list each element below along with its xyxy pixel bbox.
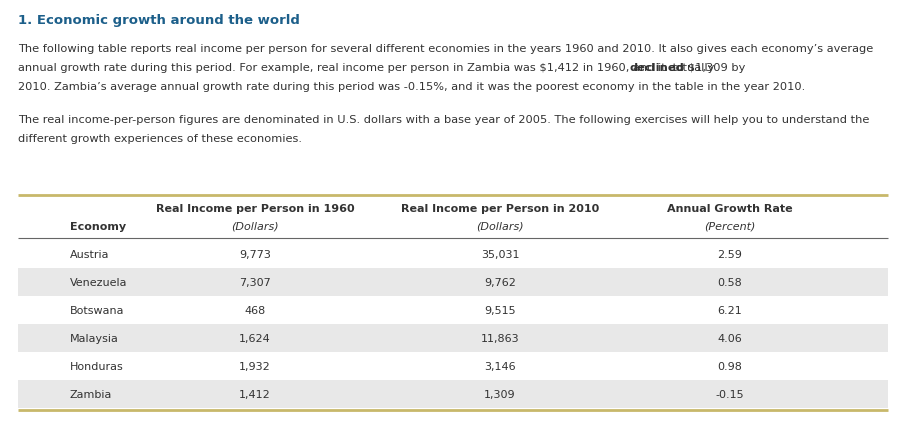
Text: (Dollars): (Dollars) xyxy=(231,222,279,231)
Text: The following table reports real income per person for several different economi: The following table reports real income … xyxy=(18,44,873,54)
Text: 9,773: 9,773 xyxy=(239,249,271,259)
Text: 468: 468 xyxy=(245,305,265,315)
Text: 1. Economic growth around the world: 1. Economic growth around the world xyxy=(18,14,300,27)
Text: Venezuela: Venezuela xyxy=(70,277,128,287)
Text: 9,515: 9,515 xyxy=(484,305,516,315)
Text: The real income-per-person figures are denominated in U.S. dollars with a base y: The real income-per-person figures are d… xyxy=(18,115,870,125)
Text: Real Income per Person in 1960: Real Income per Person in 1960 xyxy=(156,204,354,213)
Text: Austria: Austria xyxy=(70,249,110,259)
Text: 1,412: 1,412 xyxy=(239,389,271,399)
Text: Economy: Economy xyxy=(70,222,126,231)
Bar xyxy=(18,380,888,408)
Text: Malaysia: Malaysia xyxy=(70,333,119,343)
Text: 3,146: 3,146 xyxy=(484,361,516,371)
Text: 2010. Zambia’s average annual growth rate during this period was -0.15%, and it : 2010. Zambia’s average annual growth rat… xyxy=(18,82,805,92)
Text: 2.59: 2.59 xyxy=(718,249,742,259)
Text: 7,307: 7,307 xyxy=(239,277,271,287)
Text: annual growth rate during this period. For example, real income per person in Za: annual growth rate during this period. F… xyxy=(18,63,718,73)
Text: different growth experiences of these economies.: different growth experiences of these ec… xyxy=(18,134,302,144)
Text: declined: declined xyxy=(629,63,684,73)
Text: Honduras: Honduras xyxy=(70,361,124,371)
Text: 0.98: 0.98 xyxy=(718,361,742,371)
Text: 1,624: 1,624 xyxy=(239,333,271,343)
Text: 9,762: 9,762 xyxy=(484,277,516,287)
Text: 35,031: 35,031 xyxy=(481,249,519,259)
Text: 4.06: 4.06 xyxy=(718,333,742,343)
Text: Zambia: Zambia xyxy=(70,389,112,399)
Text: (Dollars): (Dollars) xyxy=(477,222,524,231)
Text: (Percent): (Percent) xyxy=(704,222,756,231)
Bar xyxy=(18,268,888,296)
Text: 0.58: 0.58 xyxy=(718,277,742,287)
Text: 11,863: 11,863 xyxy=(481,333,519,343)
Bar xyxy=(18,324,888,352)
Text: 6.21: 6.21 xyxy=(718,305,742,315)
Text: to $1,309 by: to $1,309 by xyxy=(670,63,746,73)
Text: 1,932: 1,932 xyxy=(239,361,271,371)
Text: Annual Growth Rate: Annual Growth Rate xyxy=(667,204,793,213)
Text: -0.15: -0.15 xyxy=(716,389,745,399)
Text: Botswana: Botswana xyxy=(70,305,124,315)
Text: Real Income per Person in 2010: Real Income per Person in 2010 xyxy=(400,204,599,213)
Text: 1,309: 1,309 xyxy=(484,389,516,399)
